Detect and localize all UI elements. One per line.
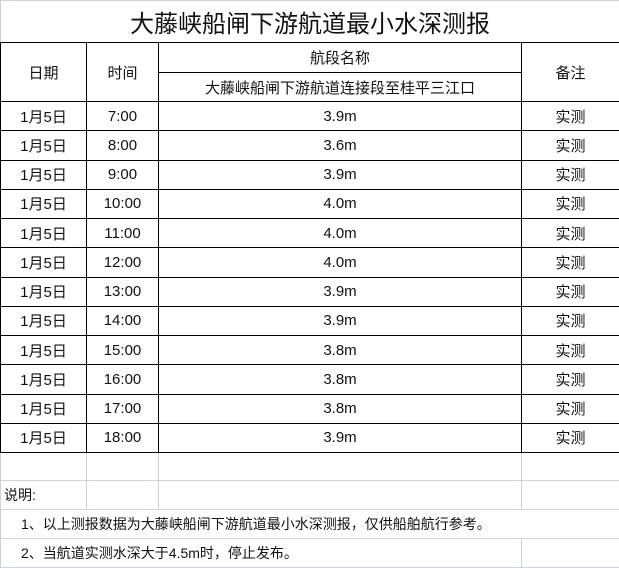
cell-depth: 4.0m [158, 188, 522, 220]
cell-remark: 实测 [521, 422, 619, 454]
cell-remark: 实测 [521, 188, 619, 220]
cell-remark: 实测 [521, 334, 619, 366]
cell-time: 15:00 [86, 334, 159, 366]
empty-cell [158, 452, 522, 481]
cell-time: 18:00 [86, 422, 159, 454]
cell-depth: 3.9m [158, 422, 522, 454]
table-row: 1月5日 17:00 3.8m 实测 [0, 393, 619, 424]
cell-date: 1月5日 [0, 393, 87, 424]
cell-remark: 实测 [521, 130, 619, 161]
table-row: 1月5日 8:00 3.6m 实测 [0, 130, 619, 161]
table-row: 1月5日 12:00 4.0m 实测 [0, 247, 619, 278]
table-row: 1月5日 15:00 3.8m 实测 [0, 334, 619, 366]
empty-cell [521, 480, 619, 510]
table-row: 1月5日 11:00 4.0m 实测 [0, 217, 619, 249]
cell-date: 1月5日 [0, 217, 87, 249]
table-row: 1月5日 13:00 3.9m 实测 [0, 276, 619, 307]
cell-depth: 3.9m [158, 276, 522, 307]
cell-remark: 实测 [521, 276, 619, 307]
cell-depth: 3.9m [158, 100, 522, 132]
cell-remark: 实测 [521, 247, 619, 278]
cell-time: 12:00 [86, 247, 159, 278]
cell-time: 9:00 [86, 159, 159, 190]
cell-remark: 实测 [521, 364, 619, 395]
cell-time: 8:00 [86, 130, 159, 161]
note-item-2: 2、当航道实测水深大于4.5m时，停止发布。 [0, 538, 522, 568]
header-time: 时间 [86, 42, 159, 102]
cell-depth: 3.8m [158, 364, 522, 395]
cell-depth: 3.8m [158, 393, 522, 424]
cell-date: 1月5日 [0, 334, 87, 366]
cell-remark: 实测 [521, 305, 619, 337]
table-row: 1月5日 7:00 3.9m 实测 [0, 100, 619, 132]
report-title: 大藤峡船闸下游航道最小水深测报 [0, 0, 619, 43]
header-section-group: 航段名称 [158, 42, 522, 73]
cell-remark: 实测 [521, 217, 619, 249]
cell-time: 11:00 [86, 217, 159, 249]
cell-depth: 3.9m [158, 159, 522, 190]
cell-date: 1月5日 [0, 305, 87, 337]
cell-depth: 3.6m [158, 130, 522, 161]
table-row: 1月5日 18:00 3.9m 实测 [0, 422, 619, 454]
cell-date: 1月5日 [0, 159, 87, 190]
cell-date: 1月5日 [0, 364, 87, 395]
table-row: 1月5日 16:00 3.8m 实测 [0, 364, 619, 395]
table-row: 1月5日 9:00 3.9m 实测 [0, 159, 619, 190]
cell-depth: 4.0m [158, 247, 522, 278]
cell-remark: 实测 [521, 393, 619, 424]
cell-remark: 实测 [521, 159, 619, 190]
cell-depth: 3.9m [158, 305, 522, 337]
empty-cell [86, 452, 159, 481]
cell-depth: 3.8m [158, 334, 522, 366]
cell-date: 1月5日 [0, 188, 87, 220]
cell-time: 7:00 [86, 100, 159, 132]
notes-label: 说明: [0, 480, 87, 510]
cell-time: 17:00 [86, 393, 159, 424]
cell-remark: 实测 [521, 100, 619, 132]
cell-date: 1月5日 [0, 100, 87, 132]
cell-date: 1月5日 [0, 130, 87, 161]
table-row: 1月5日 10:00 4.0m 实测 [0, 188, 619, 220]
cell-time: 16:00 [86, 364, 159, 395]
header-date: 日期 [0, 42, 87, 102]
cell-time: 13:00 [86, 276, 159, 307]
cell-time: 10:00 [86, 188, 159, 220]
cell-date: 1月5日 [0, 247, 87, 278]
empty-cell [158, 480, 522, 510]
header-remark: 备注 [521, 42, 619, 102]
cell-depth: 4.0m [158, 217, 522, 249]
empty-cell [0, 452, 87, 481]
header-section-name: 大藤峡船闸下游航道连接段至桂平三江口 [158, 72, 522, 102]
cell-date: 1月5日 [0, 422, 87, 454]
empty-cell [86, 480, 159, 510]
empty-cell [521, 452, 619, 481]
table-row: 1月5日 14:00 3.9m 实测 [0, 305, 619, 337]
cell-time: 14:00 [86, 305, 159, 337]
note-item-1: 1、以上测报数据为大藤峡船闸下游航道最小水深测报，仅供船舶航行参考。 [0, 509, 619, 539]
cell-date: 1月5日 [0, 276, 87, 307]
empty-cell [521, 538, 619, 568]
